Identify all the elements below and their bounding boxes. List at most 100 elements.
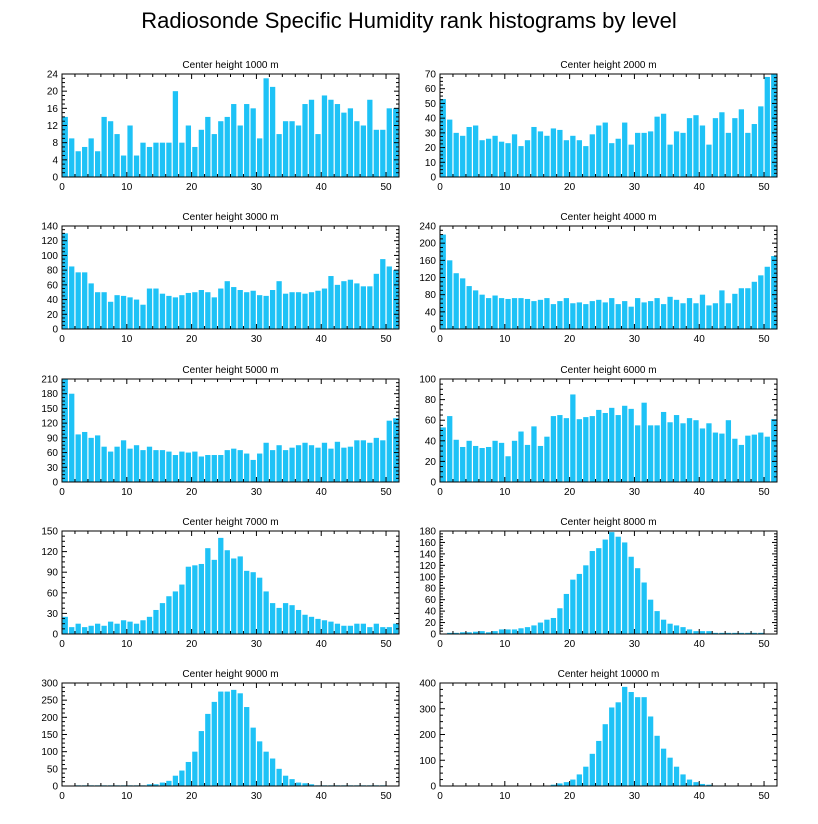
y-tick-label: 30 — [425, 128, 437, 139]
bar — [667, 422, 673, 482]
bar — [192, 565, 198, 634]
bar — [107, 301, 114, 329]
x-tick-label: 10 — [121, 182, 133, 193]
bar — [479, 294, 485, 329]
bar — [347, 108, 354, 177]
bar — [82, 431, 88, 482]
y-tick-label: 16 — [47, 104, 59, 115]
bar — [386, 108, 392, 177]
panel-title: Center height 4000 m — [560, 212, 656, 223]
bar — [257, 453, 263, 482]
bar — [609, 532, 615, 634]
bar — [393, 623, 399, 634]
bar — [589, 416, 595, 482]
bar — [680, 627, 686, 634]
y-tick-label: 30 — [47, 609, 59, 620]
bar — [244, 707, 250, 786]
bar — [354, 121, 360, 177]
bar — [732, 632, 738, 634]
bar — [289, 121, 295, 177]
y-tick-label: 0 — [52, 478, 58, 489]
bar — [563, 418, 570, 482]
bar — [386, 627, 392, 634]
y-tick-label: 60 — [425, 416, 437, 427]
bar — [218, 288, 224, 329]
bar — [237, 125, 243, 177]
panel-8: Center height 8000 m0 10 20 30 40 50020406080… — [419, 517, 778, 650]
y-tick-label: 150 — [41, 527, 58, 538]
y-tick-label: 70 — [425, 70, 437, 81]
bar — [386, 420, 392, 482]
bar — [82, 272, 88, 329]
bar — [764, 76, 770, 177]
bar — [518, 431, 524, 482]
bar — [647, 131, 654, 177]
bar — [321, 442, 328, 482]
bar — [758, 432, 764, 482]
bar — [667, 757, 673, 786]
bar — [473, 290, 479, 330]
bar — [479, 448, 485, 482]
bar — [231, 448, 237, 482]
bar — [524, 140, 531, 177]
y-tick-label: 90 — [47, 568, 59, 579]
bar — [576, 573, 582, 634]
bar — [719, 112, 725, 177]
bar — [257, 295, 263, 329]
bar — [628, 692, 634, 786]
bar — [269, 450, 276, 482]
bar — [654, 116, 660, 177]
bar — [725, 632, 732, 634]
bar — [647, 716, 654, 786]
bar — [680, 774, 686, 786]
x-tick-label: 40 — [694, 182, 706, 193]
panel-2: Center height 2000 m 0 10 20 30 40 50 0 10 20 30 40… — [425, 60, 778, 193]
bar — [667, 623, 673, 634]
x-tick-label: 20 — [564, 639, 576, 650]
bar — [166, 596, 172, 634]
bar — [205, 548, 211, 634]
bar — [751, 434, 757, 482]
bar — [609, 407, 615, 482]
bar — [660, 411, 667, 482]
x-tick-label: 30 — [251, 791, 263, 802]
bar — [185, 452, 192, 482]
bar — [589, 301, 595, 329]
y-tick-label: 40 — [425, 114, 437, 125]
bar — [622, 542, 628, 634]
bar — [615, 304, 621, 329]
bar — [231, 104, 237, 177]
bar — [693, 420, 699, 482]
bar — [373, 623, 379, 634]
bar — [570, 579, 576, 634]
bar — [101, 292, 107, 329]
bar — [153, 609, 159, 634]
y-tick-label: 180 — [41, 389, 58, 400]
bar — [205, 713, 211, 786]
y-tick-label: 40 — [425, 607, 437, 618]
bar — [263, 295, 269, 329]
bar — [153, 288, 159, 329]
bar — [511, 629, 518, 634]
y-tick-label: 60 — [47, 448, 59, 459]
bar — [282, 450, 289, 482]
bar — [550, 784, 557, 786]
bar — [224, 550, 230, 634]
bar — [492, 631, 498, 634]
y-tick-label: 200 — [419, 239, 436, 250]
bar — [686, 629, 693, 634]
y-tick-label: 400 — [419, 679, 436, 690]
bar — [537, 131, 544, 177]
bar — [473, 631, 479, 634]
bar — [440, 99, 446, 177]
bar — [524, 298, 531, 329]
bar — [120, 440, 127, 482]
plot-frame — [61, 682, 400, 787]
bar — [380, 627, 386, 634]
bar — [257, 741, 263, 786]
bar — [367, 627, 373, 634]
bar — [712, 432, 719, 482]
y-tick-label: 8 — [52, 138, 58, 149]
bar — [198, 290, 204, 329]
bar — [250, 727, 256, 786]
